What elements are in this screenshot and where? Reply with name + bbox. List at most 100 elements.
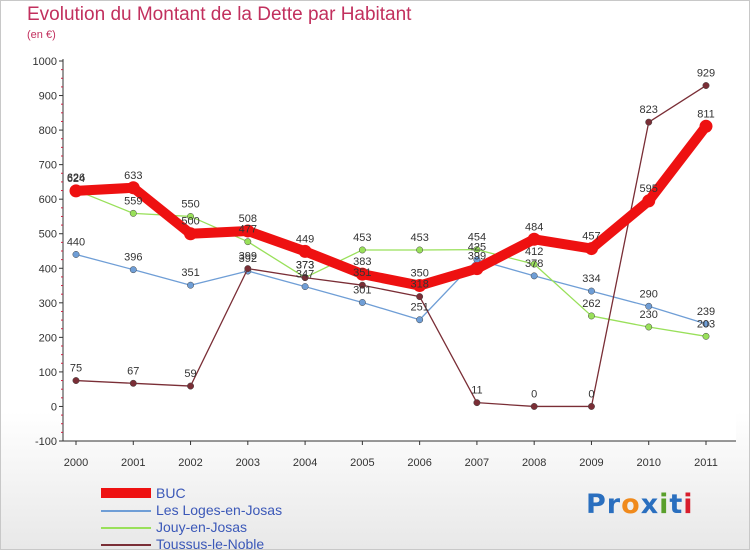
legend-swatch: [101, 544, 151, 546]
data-label: 508: [239, 213, 257, 225]
logo-letter: o: [621, 489, 641, 520]
series-buc: [69, 119, 713, 293]
series-les-loges-en-josas: [72, 251, 710, 328]
data-point: [129, 379, 137, 387]
y-tick-label: 800: [39, 125, 57, 137]
data-point: [530, 403, 538, 410]
chart-subtitle: (en €): [27, 29, 56, 41]
series-line: [71, 121, 711, 291]
y-tick-label: 100: [39, 367, 57, 379]
data-point: [588, 403, 595, 410]
data-point: [413, 279, 427, 293]
logo-letter: i: [659, 489, 670, 520]
data-label: 449: [296, 233, 314, 245]
data-label: 823: [640, 104, 658, 116]
data-label: 301: [353, 284, 371, 296]
data-label: 392: [239, 253, 257, 265]
series-toussus-le-noble: [72, 82, 710, 410]
legend-label: Toussus-le-Noble: [156, 536, 265, 552]
data-point: [358, 246, 366, 254]
series-line: [75, 84, 707, 408]
data-label: 59: [184, 368, 196, 380]
legend-swatch: [101, 510, 151, 512]
data-point: [241, 224, 255, 238]
x-tick-label: 2004: [293, 457, 317, 469]
data-label: 399: [239, 251, 257, 263]
data-point: [301, 283, 309, 291]
data-point: [702, 82, 710, 89]
data-label: 262: [582, 298, 600, 310]
legend-label: Les Loges-en-Josas: [156, 502, 283, 518]
y-tick-label: 900: [39, 91, 57, 103]
data-label: 347: [296, 269, 314, 281]
data-label: 239: [697, 306, 715, 318]
data-label: 350: [410, 268, 428, 280]
y-tick-label: 700: [39, 160, 57, 172]
data-label: 559: [124, 195, 142, 207]
data-point: [416, 316, 424, 324]
data-label: 425: [468, 242, 486, 254]
data-point: [588, 312, 595, 320]
x-tick-label: 2011: [694, 457, 718, 469]
data-label: 230: [640, 309, 658, 321]
proxiti-logo: Proxiti: [586, 489, 694, 520]
y-tick-label: 300: [39, 298, 57, 310]
data-point: [473, 246, 481, 254]
data-label: 811: [697, 108, 715, 120]
data-label: 399: [468, 251, 486, 263]
data-label: 373: [296, 260, 314, 272]
data-label: 550: [181, 198, 199, 210]
data-point: [642, 194, 656, 208]
data-label: 251: [410, 302, 428, 314]
legend-swatch: [101, 527, 151, 529]
data-label: 595: [640, 183, 658, 195]
data-point: [588, 287, 595, 295]
data-point: [187, 213, 194, 220]
x-tick-label: 2007: [465, 457, 489, 469]
data-label: 626: [67, 172, 85, 184]
data-point: [470, 262, 484, 276]
data-point: [358, 281, 366, 289]
data-label: 75: [70, 363, 82, 375]
logo-letter: P: [586, 489, 607, 520]
y-tick-label: 600: [39, 194, 57, 206]
data-point: [702, 320, 710, 328]
legend-label: Jouy-en-Josas: [156, 519, 248, 535]
data-point: [244, 238, 252, 246]
data-label: 373: [296, 260, 314, 272]
data-label: 477: [239, 224, 257, 236]
data-point: [72, 377, 80, 384]
data-point: [129, 266, 137, 274]
data-point: [530, 260, 538, 268]
x-tick-label: 2003: [236, 457, 260, 469]
y-tick-label: 0: [51, 401, 57, 413]
x-tick-label: 2009: [579, 457, 603, 469]
data-label: 633: [124, 170, 142, 182]
x-tick-label: 2001: [121, 457, 145, 469]
data-point: [355, 267, 369, 281]
x-tick-label: 2006: [407, 457, 431, 469]
data-label: 0: [588, 388, 594, 400]
legend-swatch: [101, 488, 151, 498]
data-point: [358, 299, 366, 306]
data-point: [473, 399, 481, 407]
data-point: [416, 246, 424, 254]
data-label: 67: [127, 365, 139, 377]
data-point: [129, 209, 137, 217]
data-point: [530, 272, 538, 280]
data-label: 378: [525, 258, 543, 270]
data-label: 203: [697, 318, 715, 330]
series-line: [75, 189, 707, 337]
data-point: [645, 118, 653, 126]
logo-letter: r: [606, 489, 622, 520]
y-tick-label: 200: [39, 332, 57, 344]
series-line: [75, 253, 707, 325]
data-point: [126, 181, 140, 195]
data-label: 351: [181, 267, 199, 279]
data-point: [527, 232, 541, 246]
data-label: 624: [67, 173, 85, 185]
data-label: 396: [124, 252, 142, 264]
x-tick-label: 2000: [64, 457, 88, 469]
